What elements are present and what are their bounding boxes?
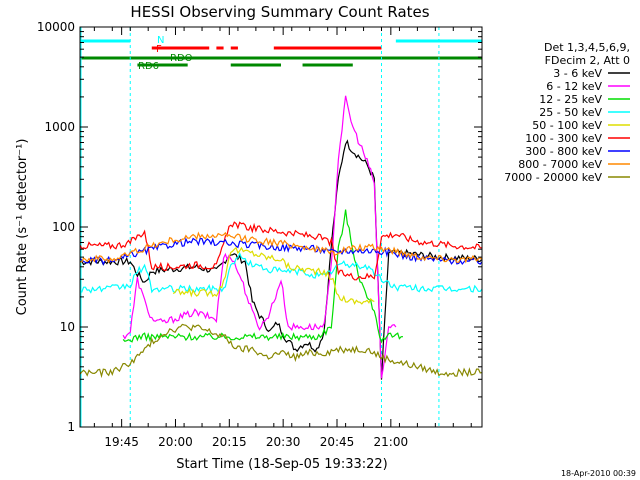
legend-label-25-50-kev: 25 - 50 keV: [539, 106, 602, 119]
x-tick-label: 20:45: [320, 435, 355, 449]
legend-label-100-300-kev: 100 - 300 keV: [525, 132, 602, 145]
x-axis-label: Start Time (18-Sep-05 19:33:22): [176, 457, 387, 472]
legend-label-12-25-kev: 12 - 25 keV: [539, 93, 602, 106]
series-line-6-12-kev: [122, 95, 397, 379]
legend-label-50-100-kev: 50 - 100 keV: [532, 119, 602, 132]
y-axis-label: Count Rate (s⁻¹ detector⁻¹): [15, 139, 30, 316]
series-line-3-6-kev: [79, 139, 483, 380]
rdo-flag-label: RDO: [170, 53, 193, 64]
y-tick-label: 10: [60, 320, 75, 334]
series-line-7000-20000-kev: [79, 323, 483, 379]
timestamp: 18-Apr-2010 00:39: [561, 469, 636, 478]
legend-label-3-6-kev: 3 - 6 keV: [553, 67, 602, 80]
legend-label-300-800-kev: 300 - 800 keV: [525, 145, 602, 158]
y-tick-label: 1000: [44, 120, 75, 134]
series-line-12-25-kev: [122, 209, 403, 344]
y-tick-label: 1: [67, 420, 75, 434]
series-line-300-800-kev: [79, 237, 483, 266]
x-tick-label: 19:45: [104, 435, 139, 449]
y-tick-label: 100: [52, 220, 75, 234]
legend-header: Det 1,3,4,5,6,9,: [544, 41, 630, 54]
chart-title: HESSI Observing Summary Count Rates: [130, 3, 429, 21]
axis-ticks: 19:45 20:00 20:15 20:30 20:45 21:00 1 10 100 1000…: [37, 20, 482, 449]
rd6-flag-label: RD6: [138, 61, 159, 72]
y-tick-label: 10000: [37, 20, 75, 34]
x-tick-label: 20:30: [266, 435, 301, 449]
x-tick-label: 20:00: [158, 435, 193, 449]
flare-flag-label: F: [156, 44, 162, 55]
series-line-50-100-kev: [172, 246, 375, 305]
legend-header: FDecim 2, Att 0: [545, 54, 630, 67]
legend-label-800-7000-kev: 800 - 7000 keV: [518, 158, 602, 171]
x-tick-label: 21:00: [374, 435, 409, 449]
series-line-800-7000-kev: [79, 231, 483, 264]
legend: Det 1,3,4,5,6,9,FDecim 2, Att 03 - 6 keV…: [504, 41, 630, 184]
x-tick-label: 20:15: [212, 435, 247, 449]
legend-label-7000-20000-kev: 7000 - 20000 keV: [504, 171, 602, 184]
series-layer: [79, 95, 483, 380]
series-line-25-50-kev: [79, 251, 483, 295]
night-flag-label: N: [157, 35, 164, 46]
legend-label-6-12-kev: 6 - 12 keV: [546, 80, 602, 93]
series-line-100-300-kev: [79, 221, 482, 281]
